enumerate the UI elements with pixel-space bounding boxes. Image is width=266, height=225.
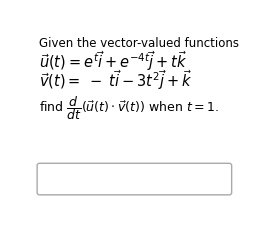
Text: $\vec{u}(t) = e^{t}\vec{i} + e^{-4t}\vec{j} + t\vec{k}$: $\vec{u}(t) = e^{t}\vec{i} + e^{-4t}\vec… [39, 49, 188, 73]
Text: Given the vector-valued functions: Given the vector-valued functions [39, 37, 239, 50]
Text: find $\dfrac{d}{dt}(\vec{u}(t) \cdot \vec{v}(t))$ when $t = 1.$: find $\dfrac{d}{dt}(\vec{u}(t) \cdot \ve… [39, 94, 219, 122]
Text: $\vec{v}(t) = \; - \; t\vec{i} - 3t^{2}\vec{j} + \vec{k}$: $\vec{v}(t) = \; - \; t\vec{i} - 3t^{2}\… [39, 68, 193, 92]
FancyBboxPatch shape [37, 163, 232, 195]
